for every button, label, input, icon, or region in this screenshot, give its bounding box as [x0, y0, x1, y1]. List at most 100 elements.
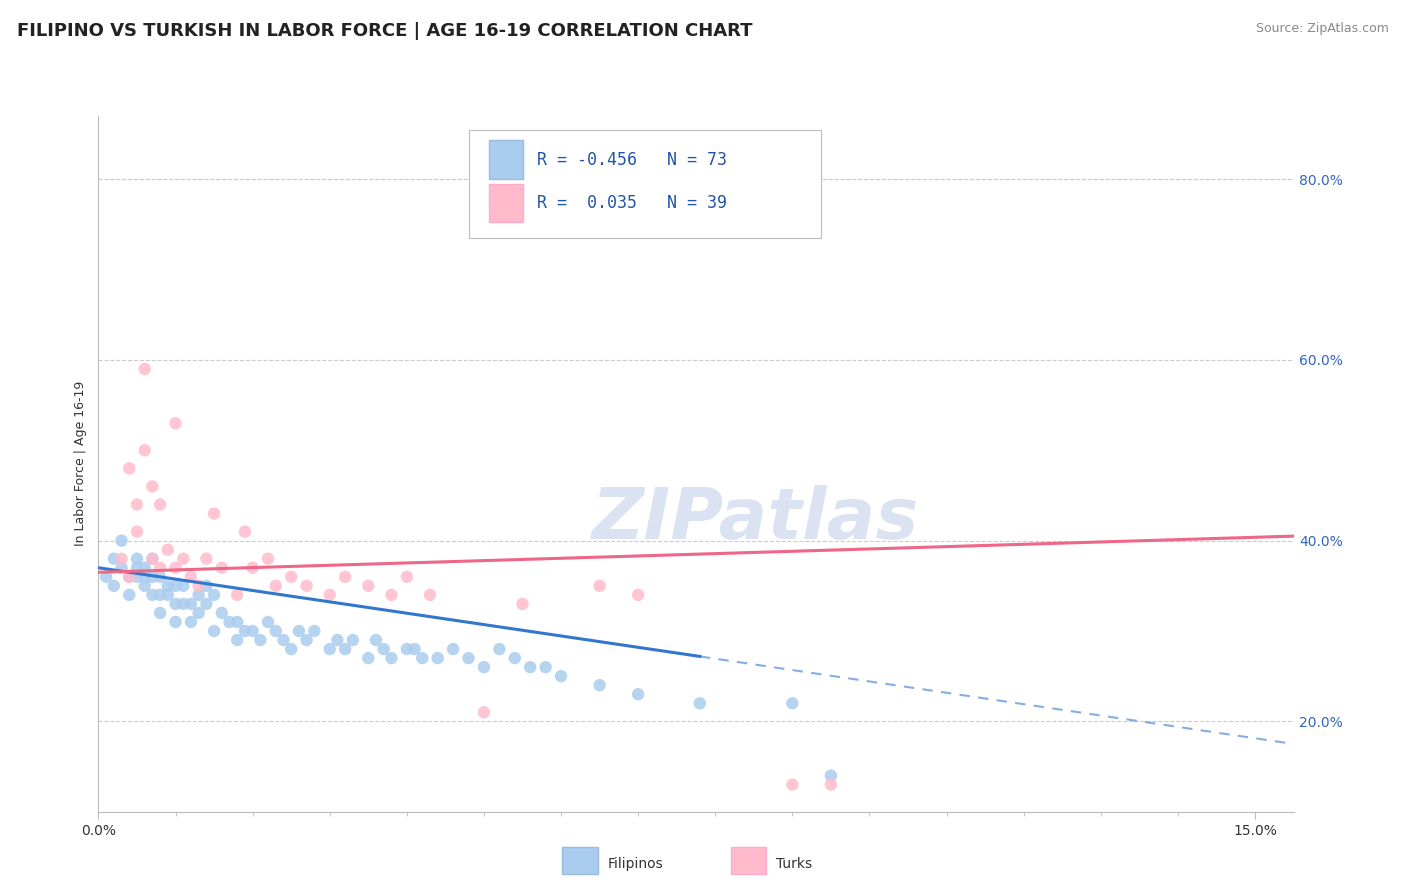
Point [172, 551, 194, 566]
Point [180, 570, 202, 584]
Point [534, 660, 557, 674]
Text: R = -0.456   N = 73: R = -0.456 N = 73 [537, 151, 727, 169]
Point [404, 642, 426, 657]
Point [411, 651, 433, 665]
Point [357, 579, 380, 593]
Point [141, 551, 163, 566]
Point [333, 570, 356, 584]
Point [242, 560, 264, 574]
Point [211, 606, 233, 620]
Point [149, 570, 172, 584]
Point [519, 660, 541, 674]
Point [134, 443, 156, 458]
Point [134, 560, 156, 574]
Point [333, 642, 356, 657]
Point [180, 615, 202, 629]
Point [242, 624, 264, 638]
Point [280, 570, 302, 584]
Point [782, 778, 804, 792]
Point [319, 642, 342, 657]
Point [141, 570, 163, 584]
Point [395, 642, 418, 657]
Point [373, 642, 395, 657]
Point [103, 579, 125, 593]
Point [118, 570, 141, 584]
Point [149, 498, 172, 512]
Bar [489, 140, 523, 178]
Point [156, 579, 179, 593]
Point [195, 597, 218, 611]
Point [233, 524, 256, 539]
Point [172, 579, 194, 593]
Point [395, 570, 418, 584]
Point [472, 706, 495, 720]
Point [304, 624, 326, 638]
Point [172, 597, 194, 611]
Point [187, 606, 209, 620]
Point [156, 588, 179, 602]
Point [233, 624, 256, 638]
Point [180, 597, 202, 611]
Point [689, 696, 711, 710]
Point [202, 624, 225, 638]
Text: Turks: Turks [776, 857, 813, 871]
Point [588, 678, 610, 692]
Point [226, 615, 249, 629]
Point [110, 533, 132, 548]
Point [165, 597, 187, 611]
Point [187, 579, 209, 593]
Point [187, 588, 209, 602]
Text: ZIPatlas: ZIPatlas [592, 485, 920, 554]
Point [110, 560, 132, 574]
Bar [489, 184, 523, 222]
Point [195, 579, 218, 593]
Point [295, 633, 318, 648]
Point [457, 651, 479, 665]
Point [141, 551, 163, 566]
Point [125, 560, 148, 574]
Point [118, 588, 141, 602]
Point [125, 498, 148, 512]
FancyBboxPatch shape [470, 130, 821, 238]
Point [211, 560, 233, 574]
Point [118, 570, 141, 584]
Point [118, 461, 141, 475]
Point [202, 588, 225, 602]
Point [134, 570, 156, 584]
Point [226, 633, 249, 648]
Point [156, 542, 179, 557]
Point [488, 642, 510, 657]
Point [141, 479, 163, 493]
Point [472, 660, 495, 674]
Point [380, 588, 402, 602]
Point [103, 551, 125, 566]
Text: FILIPINO VS TURKISH IN LABOR FORCE | AGE 16-19 CORRELATION CHART: FILIPINO VS TURKISH IN LABOR FORCE | AGE… [17, 22, 752, 40]
Point [357, 651, 380, 665]
Point [165, 615, 187, 629]
Text: Filipinos: Filipinos [607, 857, 664, 871]
Point [512, 597, 534, 611]
Point [195, 551, 218, 566]
Y-axis label: In Labor Force | Age 16-19: In Labor Force | Age 16-19 [75, 381, 87, 547]
Point [249, 633, 271, 648]
Point [782, 696, 804, 710]
Point [125, 551, 148, 566]
Point [134, 362, 156, 376]
Point [288, 624, 311, 638]
Point [588, 579, 610, 593]
Point [125, 570, 148, 584]
Point [149, 560, 172, 574]
Point [342, 633, 364, 648]
Point [141, 588, 163, 602]
Point [149, 606, 172, 620]
Point [426, 651, 449, 665]
Text: Source: ZipAtlas.com: Source: ZipAtlas.com [1256, 22, 1389, 36]
Point [326, 633, 349, 648]
Point [627, 687, 650, 701]
Point [165, 560, 187, 574]
Point [820, 768, 842, 782]
Point [419, 588, 441, 602]
Point [149, 588, 172, 602]
Point [503, 651, 526, 665]
Point [134, 579, 156, 593]
